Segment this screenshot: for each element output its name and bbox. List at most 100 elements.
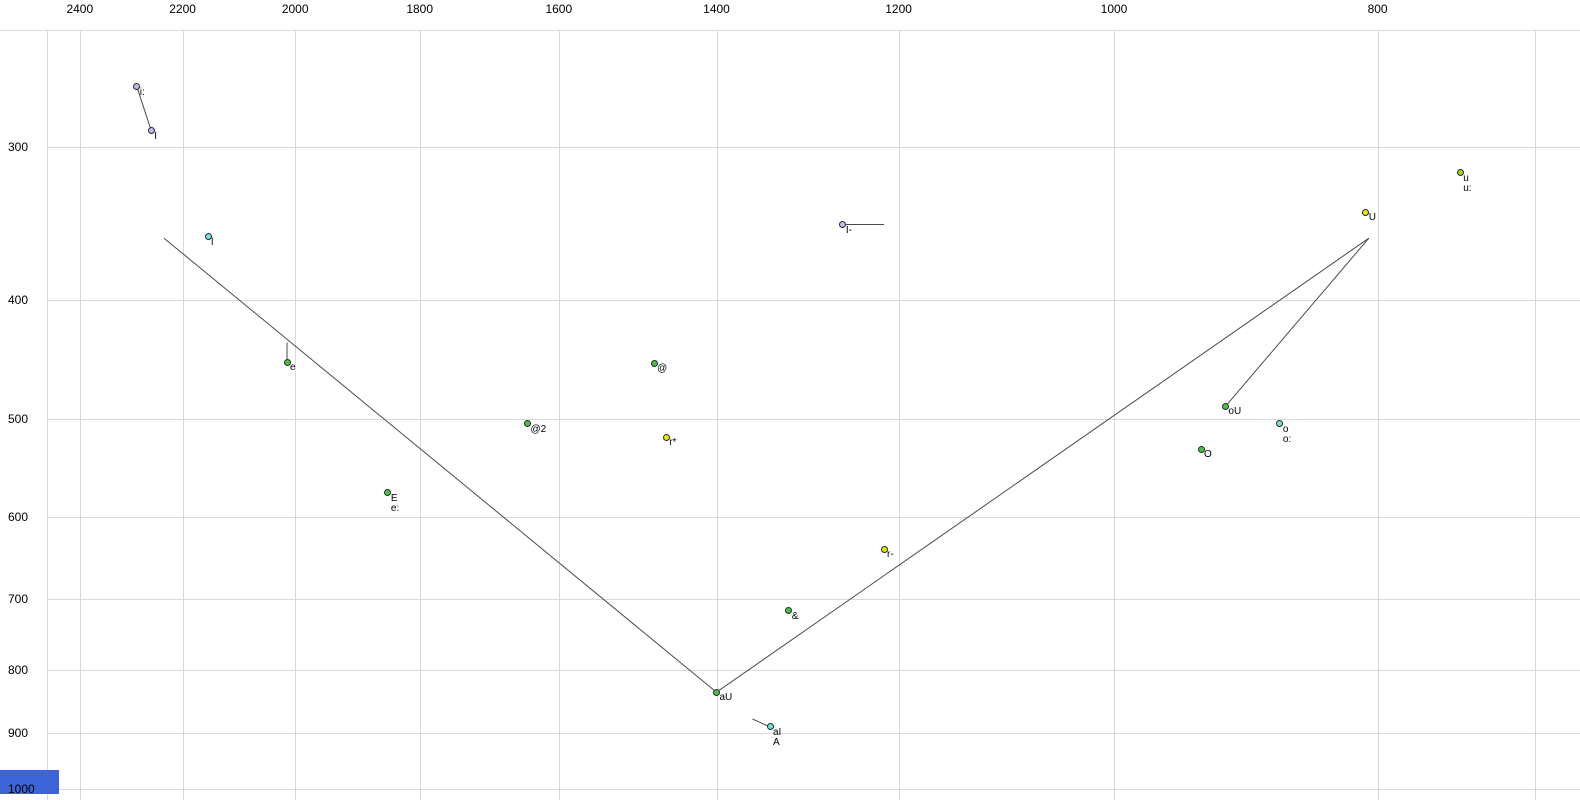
x-tick-label: 2400 xyxy=(66,2,94,16)
vowel-label-line: u: xyxy=(1463,182,1472,194)
x-tick-label: 1400 xyxy=(703,2,730,16)
vowel-label-line: o xyxy=(1282,423,1289,435)
x-tick-label: 2200 xyxy=(169,2,196,16)
trajectory-segment xyxy=(716,237,1370,693)
vowel-point-[interactable] xyxy=(650,359,658,367)
x-tick-label: 1800 xyxy=(406,2,434,16)
vowel-label: @2 xyxy=(530,423,547,435)
vowel-label: I- xyxy=(845,224,852,236)
gridline-vertical xyxy=(419,30,421,800)
gridline-horizontal xyxy=(47,516,1580,518)
vowel-label: e xyxy=(290,363,296,373)
gridline-vertical xyxy=(558,30,560,800)
vowel-point-aI[interactable] xyxy=(766,723,774,731)
vowel-label-line: E xyxy=(390,492,398,504)
vowel-label: O xyxy=(1204,450,1212,460)
vowel-point-E[interactable] xyxy=(384,489,392,497)
trajectory-segment xyxy=(136,86,152,131)
x-tick-label: 800 xyxy=(1367,2,1388,16)
vowel-point-I[interactable] xyxy=(147,127,155,135)
gridline-vertical xyxy=(79,30,81,800)
vowel-point-i[interactable] xyxy=(133,83,141,91)
vowel-point-U[interactable] xyxy=(1362,208,1370,216)
vowel-label-line: @ xyxy=(657,363,668,375)
vowel-label: o o: xyxy=(1282,423,1292,445)
gridline-horizontal xyxy=(47,670,1580,671)
gridline-vertical xyxy=(295,30,297,800)
y-tick-label: 500 xyxy=(8,412,29,427)
vowel-label-line: A xyxy=(773,736,780,748)
gridline-vertical xyxy=(716,30,718,800)
vowel-label: u u: xyxy=(1463,172,1472,194)
vowel-label-line: i: xyxy=(139,86,145,98)
gridline-vertical xyxy=(182,30,184,800)
vowel-point-[interactable] xyxy=(785,607,793,615)
trajectory-segment xyxy=(163,237,717,693)
vowel-label-line: u xyxy=(1463,172,1469,184)
vowel-label: aU xyxy=(720,693,733,703)
vowel-label-line: e: xyxy=(390,502,400,514)
vowel-point-r[interactable] xyxy=(662,433,670,441)
vowel-label-line: o: xyxy=(1282,433,1292,445)
vowel-point-2[interactable] xyxy=(524,420,531,428)
vowel-point-r[interactable] xyxy=(880,545,888,553)
gridline-vertical xyxy=(1377,30,1379,800)
y-tick-label: 400 xyxy=(8,293,29,308)
gridline-horizontal xyxy=(47,732,1580,734)
vowel-label: aI A xyxy=(773,726,782,748)
vowel-label-line: oU xyxy=(1228,406,1242,418)
vowel-label: & xyxy=(792,611,799,622)
gridline-horizontal xyxy=(47,300,1580,302)
y-tick-label: 900 xyxy=(8,725,29,740)
vowel-label: l xyxy=(211,236,214,248)
vowel-label-line: O xyxy=(1204,449,1212,461)
y-tick-label: 700 xyxy=(8,591,29,606)
vowel-label-line: U xyxy=(1368,212,1377,224)
vowel-label-line: e xyxy=(290,362,296,373)
x-tick-label: 1200 xyxy=(885,2,912,16)
vowel-point-u[interactable] xyxy=(1456,169,1464,177)
vowel-point-o[interactable] xyxy=(1276,420,1284,428)
axis-separator-line xyxy=(0,30,1580,31)
vowel-label: @ xyxy=(657,364,667,374)
vowel-label-line: @2 xyxy=(530,423,547,435)
gridline-horizontal xyxy=(47,789,1580,790)
vowel-label-line: l xyxy=(211,236,214,248)
vowel-label-line: I xyxy=(154,130,158,142)
y-tick-label: 600 xyxy=(8,509,29,524)
gridline-vertical xyxy=(898,30,900,800)
vowel-label-line: I- xyxy=(845,224,852,236)
gridline-horizontal xyxy=(47,419,1580,421)
y-tick-label: 1000 xyxy=(8,782,35,796)
vowel-label-line: r* xyxy=(669,437,677,449)
trajectory-segment xyxy=(1225,237,1370,407)
x-tick-label: 1000 xyxy=(1100,2,1128,16)
y-tick-label: 300 xyxy=(8,139,29,154)
vowel-label: r* xyxy=(669,438,676,448)
vowel-point-l[interactable] xyxy=(204,233,212,241)
vowel-label: i: xyxy=(139,86,145,98)
vowel-label-line: aI xyxy=(773,726,782,738)
x-tick-label: 1600 xyxy=(545,2,573,16)
vowel-label: I xyxy=(154,130,158,142)
corner-marker xyxy=(0,770,59,794)
vowel-label: r- xyxy=(887,550,894,560)
vowel-label-line: aU xyxy=(719,692,733,704)
vowel-point-aU[interactable] xyxy=(713,688,720,696)
y-tick-label: 800 xyxy=(8,663,29,677)
vowel-label-line: r- xyxy=(887,549,894,561)
vowel-point-I[interactable] xyxy=(839,221,847,228)
plot-left-border xyxy=(47,30,48,800)
vowel-point-O[interactable] xyxy=(1197,445,1205,453)
vowel-label: oU xyxy=(1228,407,1241,417)
gridline-horizontal xyxy=(47,598,1580,600)
gridline-horizontal xyxy=(47,146,1580,148)
vowel-point-oU[interactable] xyxy=(1221,402,1229,410)
gridline-vertical xyxy=(1535,30,1537,800)
vowel-label: U xyxy=(1369,213,1376,223)
x-tick-label: 2000 xyxy=(281,2,309,16)
vowel-point-e[interactable] xyxy=(283,358,291,366)
